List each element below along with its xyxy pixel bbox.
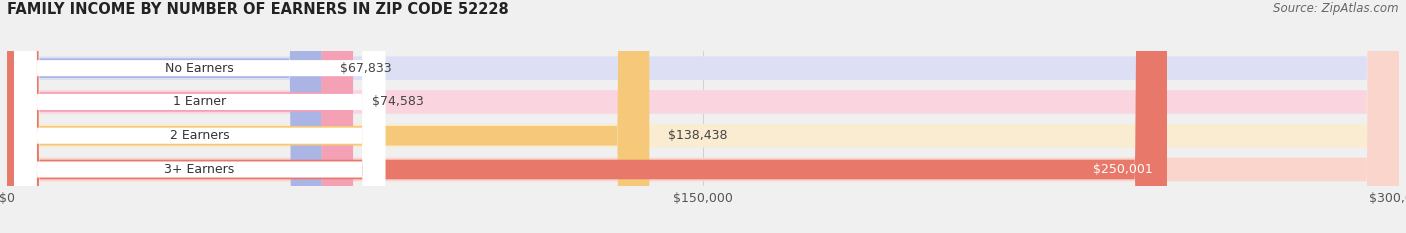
- Text: 1 Earner: 1 Earner: [173, 96, 226, 108]
- Text: $74,583: $74,583: [371, 96, 423, 108]
- Text: $138,438: $138,438: [668, 129, 727, 142]
- FancyBboxPatch shape: [7, 0, 1399, 233]
- FancyBboxPatch shape: [14, 0, 385, 233]
- FancyBboxPatch shape: [14, 0, 385, 233]
- Text: Source: ZipAtlas.com: Source: ZipAtlas.com: [1274, 2, 1399, 15]
- Text: 3+ Earners: 3+ Earners: [165, 163, 235, 176]
- FancyBboxPatch shape: [7, 0, 353, 233]
- Text: No Earners: No Earners: [166, 62, 233, 75]
- Text: FAMILY INCOME BY NUMBER OF EARNERS IN ZIP CODE 52228: FAMILY INCOME BY NUMBER OF EARNERS IN ZI…: [7, 2, 509, 17]
- FancyBboxPatch shape: [7, 0, 1399, 233]
- Text: $67,833: $67,833: [340, 62, 392, 75]
- FancyBboxPatch shape: [7, 0, 1399, 233]
- FancyBboxPatch shape: [7, 0, 650, 233]
- Text: 2 Earners: 2 Earners: [170, 129, 229, 142]
- Text: $250,001: $250,001: [1094, 163, 1153, 176]
- FancyBboxPatch shape: [7, 0, 1167, 233]
- FancyBboxPatch shape: [14, 0, 385, 233]
- FancyBboxPatch shape: [14, 0, 385, 233]
- FancyBboxPatch shape: [7, 0, 1399, 233]
- FancyBboxPatch shape: [7, 0, 322, 233]
